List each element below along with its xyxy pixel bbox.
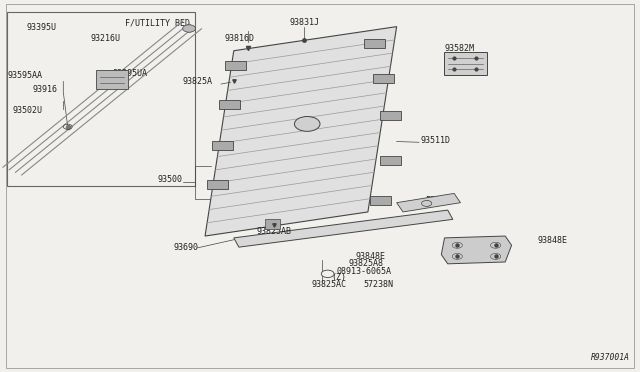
FancyBboxPatch shape — [444, 52, 486, 75]
FancyBboxPatch shape — [265, 219, 280, 229]
Text: 93500: 93500 — [157, 175, 182, 184]
Text: 93848E: 93848E — [537, 237, 567, 246]
FancyBboxPatch shape — [364, 39, 385, 48]
Text: 93848E: 93848E — [355, 252, 385, 262]
Text: F/UTILITY BED: F/UTILITY BED — [125, 19, 190, 28]
FancyBboxPatch shape — [96, 70, 128, 89]
FancyBboxPatch shape — [380, 111, 401, 120]
FancyBboxPatch shape — [207, 180, 228, 189]
FancyBboxPatch shape — [370, 196, 391, 205]
Circle shape — [294, 116, 320, 131]
Bar — [7, 12, 195, 186]
Text: 08913-6065A: 08913-6065A — [337, 267, 392, 276]
Text: 93916: 93916 — [33, 85, 58, 94]
Text: 57236: 57236 — [426, 196, 451, 205]
FancyBboxPatch shape — [380, 155, 401, 164]
Polygon shape — [234, 210, 453, 247]
Polygon shape — [397, 193, 461, 212]
Text: 93825AB: 93825AB — [256, 227, 291, 236]
Text: N: N — [326, 271, 330, 276]
Text: 93690: 93690 — [173, 243, 198, 252]
Text: (Z): (Z) — [332, 273, 346, 282]
Text: R937001A: R937001A — [591, 353, 630, 362]
Text: 93582M: 93582M — [445, 44, 474, 53]
FancyBboxPatch shape — [212, 141, 234, 150]
Text: 93502U: 93502U — [12, 106, 42, 115]
Text: 93216U: 93216U — [90, 35, 120, 44]
Text: 93395UA: 93395UA — [113, 69, 147, 78]
Circle shape — [321, 270, 334, 278]
Text: 93395U: 93395U — [26, 23, 56, 32]
Polygon shape — [442, 236, 511, 264]
Text: 93595AA: 93595AA — [7, 71, 42, 80]
Circle shape — [182, 25, 195, 32]
Text: 93825A8: 93825A8 — [349, 259, 384, 268]
Text: 93831J: 93831J — [289, 18, 319, 27]
Text: 93511D: 93511D — [421, 137, 451, 145]
Circle shape — [422, 201, 432, 206]
FancyBboxPatch shape — [373, 74, 394, 83]
Text: 93816D: 93816D — [224, 35, 254, 44]
FancyBboxPatch shape — [225, 61, 246, 70]
Text: 93825A: 93825A — [182, 77, 212, 86]
FancyBboxPatch shape — [219, 100, 240, 109]
Text: 93825AC: 93825AC — [312, 280, 347, 289]
Polygon shape — [205, 27, 397, 236]
Text: 57238N: 57238N — [364, 280, 394, 289]
